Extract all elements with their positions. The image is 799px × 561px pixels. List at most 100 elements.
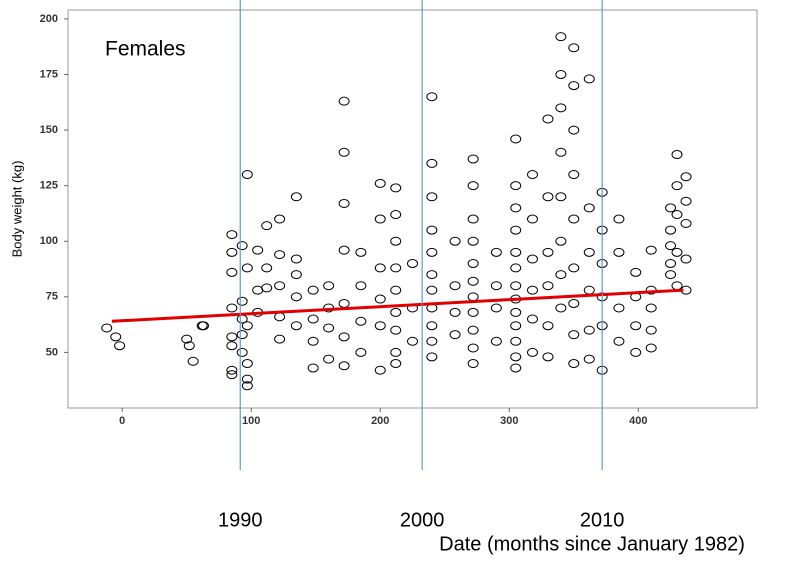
- data-point: [583, 354, 595, 364]
- data-point: [449, 236, 461, 246]
- data-point: [555, 147, 567, 157]
- data-point: [390, 210, 402, 220]
- data-point: [467, 359, 479, 369]
- data-point: [274, 214, 286, 224]
- data-point: [338, 198, 350, 208]
- data-point: [583, 285, 595, 295]
- data-point: [290, 254, 302, 264]
- data-point: [680, 172, 692, 182]
- data-point: [390, 285, 402, 295]
- data-point: [510, 263, 522, 273]
- y-tick-label: 200: [40, 13, 58, 25]
- data-point: [101, 323, 113, 333]
- data-point: [323, 281, 335, 291]
- data-point: [407, 258, 418, 268]
- y-tick-label: 150: [40, 124, 58, 136]
- data-point: [467, 181, 479, 191]
- data-point: [467, 236, 479, 246]
- year-label: 2000: [400, 509, 445, 531]
- data-point: [390, 263, 402, 273]
- data-point: [390, 307, 402, 317]
- y-tick-label: 175: [40, 68, 58, 80]
- data-point: [526, 285, 538, 295]
- data-point: [338, 361, 350, 371]
- data-point: [338, 96, 350, 106]
- data-point: [374, 214, 386, 224]
- data-point: [426, 321, 438, 331]
- data-point: [226, 332, 238, 342]
- data-point: [241, 374, 253, 384]
- data-point: [355, 316, 367, 326]
- data-point: [241, 170, 253, 180]
- data-point: [226, 370, 238, 380]
- data-point: [290, 270, 302, 280]
- data-point: [426, 247, 438, 257]
- data-point: [510, 203, 522, 213]
- data-point: [671, 247, 683, 257]
- data-point: [241, 381, 253, 391]
- data-point: [665, 258, 677, 268]
- data-point: [390, 325, 402, 335]
- data-point: [252, 245, 264, 255]
- data-point: [390, 183, 402, 193]
- data-point: [568, 214, 580, 224]
- data-point: [390, 236, 402, 246]
- data-point: [568, 298, 580, 308]
- data-point: [183, 341, 195, 351]
- data-point: [261, 221, 273, 231]
- x-tick-label: 0: [119, 415, 125, 427]
- data-point: [307, 314, 319, 324]
- data-point: [226, 230, 238, 240]
- data-point: [374, 263, 386, 273]
- data-point: [526, 214, 538, 224]
- data-point: [374, 365, 386, 375]
- x-tick-label: 200: [371, 415, 389, 427]
- data-point: [426, 336, 438, 346]
- data-point: [490, 336, 502, 346]
- data-point: [426, 352, 438, 362]
- y-tick-label: 75: [46, 291, 58, 303]
- data-point: [568, 81, 580, 91]
- x-tick-label: 100: [242, 415, 260, 427]
- data-point: [181, 334, 193, 344]
- data-point: [526, 314, 538, 324]
- data-point: [323, 323, 335, 333]
- data-point: [613, 336, 625, 346]
- data-point: [467, 276, 479, 286]
- data-point: [307, 336, 319, 346]
- data-point: [467, 258, 479, 268]
- data-point: [241, 321, 253, 331]
- data-point: [449, 330, 461, 340]
- data-point: [568, 170, 580, 180]
- data-point: [490, 247, 502, 257]
- data-point: [555, 303, 567, 313]
- data-point: [426, 285, 438, 295]
- data-point: [555, 236, 567, 246]
- data-point: [680, 196, 692, 206]
- data-point: [355, 281, 367, 291]
- data-point: [355, 347, 367, 357]
- data-point: [290, 192, 302, 202]
- data-point: [630, 347, 642, 357]
- data-point: [665, 203, 677, 213]
- data-point: [613, 247, 625, 257]
- data-point: [555, 192, 567, 202]
- data-point: [261, 283, 273, 293]
- data-point: [241, 359, 253, 369]
- data-point: [510, 321, 522, 331]
- data-point: [355, 247, 367, 257]
- data-point: [568, 125, 580, 135]
- data-point: [426, 270, 438, 280]
- y-axis-label: Body weight (kg): [9, 161, 24, 258]
- data-point: [526, 254, 538, 264]
- data-point: [510, 307, 522, 317]
- data-point: [274, 281, 286, 291]
- data-point: [510, 352, 522, 362]
- data-point: [613, 303, 625, 313]
- data-point: [630, 321, 642, 331]
- data-point: [187, 356, 199, 366]
- data-point: [555, 270, 567, 280]
- data-point: [490, 281, 502, 291]
- data-point: [583, 247, 595, 257]
- data-point: [542, 281, 554, 291]
